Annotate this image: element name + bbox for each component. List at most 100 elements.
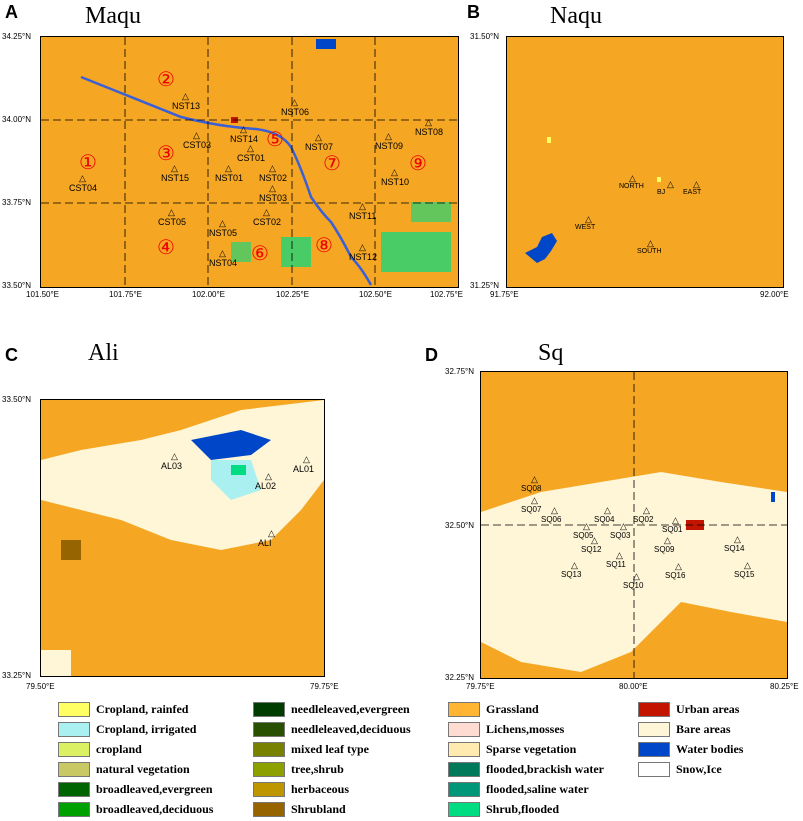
station-triangle-icon: △ <box>571 560 578 570</box>
station-label: SOUTH <box>637 248 662 255</box>
legend-swatch <box>58 701 90 717</box>
station-label: CST01 <box>237 153 266 163</box>
station-triangle-icon: △ <box>219 218 226 228</box>
tick-label: 32.25°N <box>445 673 474 682</box>
station-label: AL01 <box>293 464 315 474</box>
legend-item: broadleaved,deciduous <box>58 800 213 818</box>
tick-label: 102.75°E <box>430 290 464 299</box>
station-label: SQ01 <box>662 525 683 534</box>
station-triangle-icon: △ <box>629 173 636 183</box>
panel-d-letter: D <box>425 345 438 365</box>
legend-label: herbaceous <box>291 781 349 796</box>
legend-swatch <box>448 761 480 777</box>
tick-label: 34.25°N <box>2 32 31 41</box>
legend-swatch <box>638 761 670 777</box>
station-label: BJ <box>657 189 666 196</box>
maqu-map: ① ② ③ ④ ⑤ ⑥ ⑦ ⑧ ⑨ NST13 NST06 NST14 CST0… <box>40 36 459 288</box>
station-label: SQ08 <box>521 484 542 493</box>
station-triangle-icon: △ <box>675 561 682 571</box>
station-label: NST12 <box>349 252 378 262</box>
station-triangle-icon: △ <box>385 131 392 141</box>
legend-swatch <box>58 781 90 797</box>
station-triangle-icon: △ <box>182 91 189 101</box>
station-triangle-icon: △ <box>240 124 247 134</box>
tick-label: 79.75°E <box>310 682 339 691</box>
legend-label: natural vegetation <box>96 761 190 776</box>
legend-label: broadleaved,deciduous <box>96 801 214 816</box>
station-triangle-icon: △ <box>79 173 86 183</box>
tick-label: 92.00°E <box>760 290 789 299</box>
legend-swatch <box>253 701 285 717</box>
tick-label: 31.50°N <box>470 32 499 41</box>
station-triangle-icon: △ <box>269 163 276 173</box>
legend-swatch <box>253 741 285 757</box>
station-label: NORTH <box>619 183 644 190</box>
legend-label: Shrubland <box>291 801 346 816</box>
legend-item: Bare areas <box>638 720 731 738</box>
station-label: SQ10 <box>623 581 644 590</box>
station-triangle-icon: △ <box>551 505 558 515</box>
tick-label: 80.25°E <box>770 682 799 691</box>
station-label: CST05 <box>158 217 187 227</box>
tick-label: 91.75°E <box>490 290 519 299</box>
station-triangle-icon: △ <box>643 505 650 515</box>
station-label: SQ06 <box>541 515 562 524</box>
station-label: NST07 <box>305 142 334 152</box>
legend-swatch <box>638 741 670 757</box>
region-8: ⑧ <box>315 235 333 257</box>
tick-label: 33.75°N <box>2 198 31 207</box>
station-triangle-icon: △ <box>265 471 272 481</box>
tick-label: 101.50°E <box>26 290 60 299</box>
station-triangle-icon: △ <box>531 495 538 505</box>
legend-swatch <box>638 721 670 737</box>
station-label: SQ09 <box>654 545 675 554</box>
panel-c-letter: C <box>5 345 18 365</box>
legend-label: broadleaved,evergreen <box>96 781 213 796</box>
station-label: SQ13 <box>561 570 582 579</box>
legend-label: cropland <box>96 741 142 756</box>
station-label: NST04 <box>209 258 238 268</box>
station-triangle-icon: △ <box>583 521 590 531</box>
legend-item: Grassland <box>448 700 539 718</box>
legend-swatch <box>448 781 480 797</box>
region-7: ⑦ <box>323 153 341 175</box>
station-label: NST06 <box>281 107 310 117</box>
tick-label: 32.75°N <box>445 367 474 376</box>
legend-item: tree,shrub <box>253 760 344 778</box>
ali-map: AL03 AL02 AL01 ALI △ △ △ △ <box>40 399 325 677</box>
station-triangle-icon: △ <box>693 179 700 189</box>
station-triangle-icon: △ <box>667 179 674 189</box>
station-label: WEST <box>575 224 596 231</box>
station-label: CST04 <box>69 183 98 193</box>
station-triangle-icon: △ <box>616 550 623 560</box>
region-2: ② <box>157 69 175 91</box>
station-label: AL03 <box>161 461 183 471</box>
station-label: NST11 <box>349 211 377 221</box>
tick-label: 34.00°N <box>2 115 31 124</box>
legend-label: flooded,brackish water <box>486 761 604 776</box>
station-triangle-icon: △ <box>168 207 175 217</box>
station-triangle-icon: △ <box>315 132 322 142</box>
legend-item: Cropland, rainfed <box>58 700 188 718</box>
tick-label: 33.25°N <box>2 671 31 680</box>
legend-swatch <box>253 721 285 737</box>
tick-label: 79.50°E <box>26 682 55 691</box>
tick-label: 33.50°N <box>2 281 31 290</box>
legend-item: mixed leaf type <box>253 740 369 758</box>
legend-item: broadleaved,evergreen <box>58 780 213 798</box>
station-label: NST15 <box>161 173 190 183</box>
station-triangle-icon: △ <box>303 454 310 464</box>
station-label: SQ12 <box>581 545 602 554</box>
tick-label: 80.00°E <box>619 682 648 691</box>
naqu-map: NORTH BJ EAST WEST SOUTH △ △ △ △ △ <box>506 36 784 288</box>
panel-d-title: Sq <box>538 340 564 366</box>
legend-item: Shrubland <box>253 800 346 818</box>
legend-item: Urban areas <box>638 700 739 718</box>
ali-features <box>41 400 324 676</box>
land-cover-legend: Cropland, rainfed Cropland, irrigated crop… <box>58 700 798 820</box>
station-triangle-icon: △ <box>359 201 366 211</box>
legend-label: Shrub,flooded <box>486 801 560 816</box>
station-label: SQ14 <box>724 544 745 553</box>
station-label: NST02 <box>259 173 288 183</box>
legend-swatch <box>448 741 480 757</box>
